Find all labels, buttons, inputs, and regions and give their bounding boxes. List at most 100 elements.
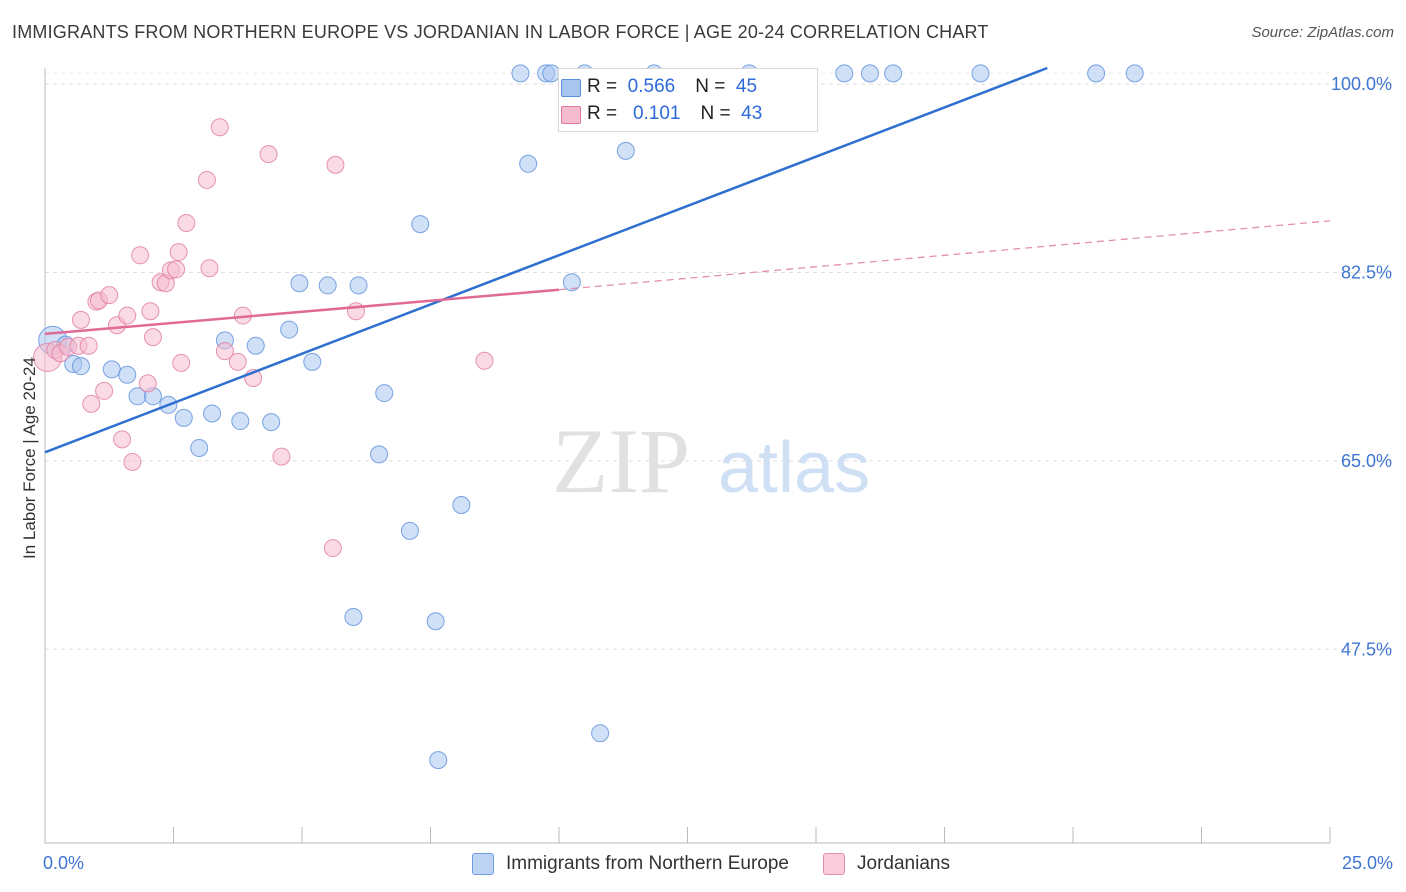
data-point <box>95 381 114 400</box>
data-point <box>215 342 234 361</box>
data-point <box>835 64 854 83</box>
data-point <box>177 214 196 232</box>
data-point <box>452 496 471 515</box>
legend-swatch-pink <box>823 853 845 875</box>
data-point <box>272 447 291 466</box>
data-point <box>860 64 879 83</box>
data-point <box>118 365 137 384</box>
legend-label: Immigrants from Northern Europe <box>506 853 789 874</box>
data-point <box>511 64 530 83</box>
data-point <box>429 751 448 770</box>
data-point <box>172 353 191 372</box>
data-point <box>169 243 188 262</box>
trend-line <box>44 66 1048 454</box>
legend-row-jordanians: R = 0.101 N = 43 <box>561 101 763 127</box>
data-point <box>326 155 345 174</box>
data-point <box>323 539 342 558</box>
data-point <box>318 276 337 295</box>
watermark: ZIP atlas <box>552 410 870 512</box>
data-point <box>190 438 209 457</box>
data-point <box>71 310 90 329</box>
data-point <box>1125 64 1144 83</box>
data-point <box>259 145 278 164</box>
data-point <box>562 273 581 292</box>
data-point <box>138 374 157 393</box>
trend-line-extension <box>558 220 1331 291</box>
data-point <box>971 64 990 83</box>
data-point <box>143 328 162 347</box>
watermark-zip: ZIP <box>552 410 690 512</box>
data-point <box>475 351 494 370</box>
legend-r-label: R = <box>587 103 618 124</box>
data-point <box>210 118 229 137</box>
y-tick-label: 100.0% <box>1331 74 1392 94</box>
data-point <box>519 154 538 173</box>
data-point <box>262 413 281 432</box>
axes <box>44 68 1331 844</box>
data-point <box>113 430 132 449</box>
tick-labels: 47.5% 65.0% 82.5% 100.0% 0.0% 25.0% <box>43 74 1393 873</box>
data-point <box>290 274 309 293</box>
data-point <box>370 445 389 464</box>
legend-swatch-blue <box>472 853 494 875</box>
data-point <box>118 306 137 325</box>
data-point <box>400 521 419 540</box>
chart-title: IMMIGRANTS FROM NORTHERN EUROPE VS JORDA… <box>12 22 989 42</box>
stats-legend: R = 0.566 N = 45 R = 0.101 N = 43 <box>558 68 818 132</box>
data-point <box>1087 64 1106 83</box>
data-point <box>200 259 219 278</box>
legend-n-value: 45 <box>735 76 758 97</box>
grid-lines <box>45 72 1392 650</box>
data-point <box>167 260 186 279</box>
y-tick-label: 65.0% <box>1341 451 1392 471</box>
trend-line <box>44 288 560 336</box>
legend-swatch-blue <box>561 79 581 97</box>
data-point <box>426 612 445 631</box>
legend-r-label: R = <box>587 76 618 97</box>
data-point <box>616 141 635 160</box>
legend-label: Jordanians <box>857 853 950 874</box>
data-point <box>231 412 250 431</box>
x-tick-label: 25.0% <box>1342 853 1393 873</box>
source-label: Source: ZipAtlas.com <box>1251 24 1394 41</box>
legend-n-label: N = <box>700 103 731 124</box>
data-point <box>203 404 222 423</box>
y-tick-label: 47.5% <box>1341 639 1392 659</box>
legend-item-jordanians: Jordanians <box>823 853 950 875</box>
data-point <box>102 360 121 379</box>
legend-row-northern-europe: R = 0.566 N = 45 <box>561 74 758 100</box>
watermark-atlas: atlas <box>718 428 870 508</box>
data-point <box>71 357 90 376</box>
data-point <box>246 336 265 355</box>
trend-lines <box>44 66 1331 454</box>
data-point <box>884 64 903 83</box>
data-point <box>228 352 247 371</box>
data-point <box>344 607 363 626</box>
legend-item-northern-europe: Immigrants from Northern Europe <box>472 853 789 875</box>
legend-n-value: 43 <box>741 103 763 124</box>
legend-swatch-pink <box>561 106 581 124</box>
data-point <box>82 394 101 413</box>
data-point <box>131 246 150 265</box>
data-point <box>197 170 216 189</box>
data-point <box>174 408 193 427</box>
legend-r-value: 0.566 <box>627 76 676 97</box>
data-point <box>280 320 299 339</box>
data-point <box>349 276 368 295</box>
series-legend: Immigrants from Northern Europe Jordania… <box>472 852 984 876</box>
data-point <box>123 452 142 471</box>
data-point <box>303 352 322 371</box>
series-jordanians-points <box>33 118 494 558</box>
legend-n-label: N = <box>695 76 726 97</box>
y-tick-label: 82.5% <box>1341 263 1392 283</box>
data-point <box>100 286 119 305</box>
data-point <box>79 336 98 355</box>
x-tick-label: 0.0% <box>43 853 84 873</box>
data-point <box>591 724 610 743</box>
data-point <box>411 215 430 234</box>
data-point <box>346 302 365 321</box>
data-point <box>141 302 160 321</box>
y-axis-label: In Labor Force | Age 20-24 <box>20 357 39 559</box>
legend-r-value: 0.101 <box>632 103 681 124</box>
